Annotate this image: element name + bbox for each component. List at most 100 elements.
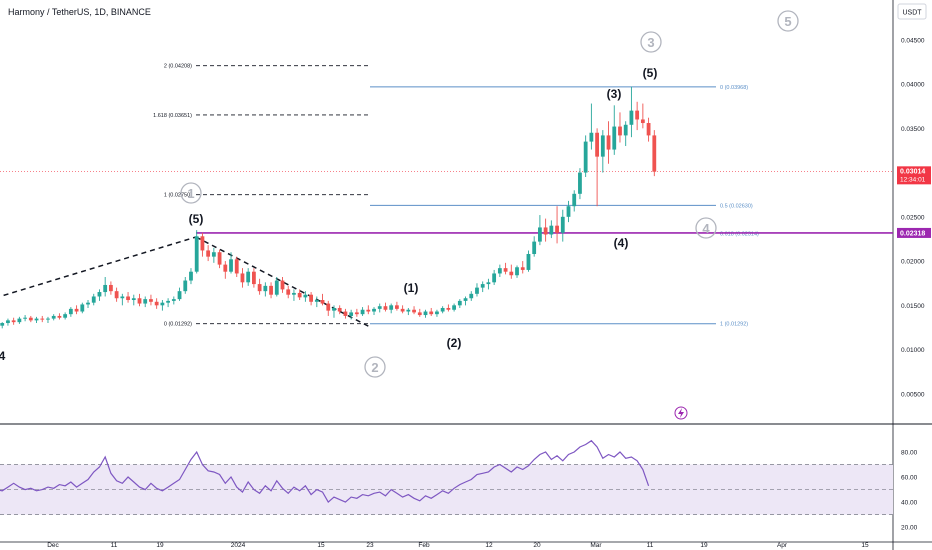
candle (297, 289, 302, 301)
candle-body (354, 312, 359, 315)
currency-button[interactable]: USDT (897, 3, 927, 20)
candle (452, 303, 456, 312)
fib-extension-label: 2 (0.04208) (164, 64, 192, 70)
wave-labels[interactable]: (5) (1) (2) (3) (5) (4) 4 1 2 3 4 5 (0, 10, 799, 420)
candle-body (17, 318, 22, 323)
candle (217, 249, 222, 269)
candle (286, 285, 291, 299)
candle (463, 296, 468, 306)
candle-body (6, 320, 10, 324)
circle-number: 2 (371, 360, 378, 375)
candle-body (509, 271, 514, 276)
candle-body (389, 305, 394, 310)
fib-retracement-label: 1 (0.01292) (720, 322, 748, 328)
wave-label: (5) (643, 66, 658, 80)
candle-body (589, 132, 594, 142)
drawing-layer[interactable]: 2 (0.04208) 1.618 (0.03651) 1 (0.02750) 0 (… (0, 64, 893, 328)
candle (206, 245, 211, 262)
candle (257, 278, 262, 295)
candle (549, 220, 554, 239)
wave-label: 4 (0, 349, 6, 363)
trend-line-1[interactable] (0, 236, 197, 298)
fib-retracement-label: 0.5 (0.02630) (720, 203, 753, 209)
candle-body (63, 314, 68, 318)
candle (269, 282, 273, 299)
candle-body (332, 307, 336, 311)
price-axis[interactable]: USDT0.045000.040000.035000.030000.025000… (897, 3, 931, 532)
trend-line-2[interactable] (195, 236, 371, 328)
candle-body (46, 318, 50, 320)
fib-retracement-label: 0 (0.03968) (720, 85, 748, 91)
candle-body (629, 110, 634, 125)
candle (326, 300, 331, 316)
candle-body (103, 284, 108, 293)
time-tick-label: 19 (700, 542, 708, 549)
candle (652, 130, 657, 177)
candle (57, 313, 62, 320)
candle (515, 265, 519, 278)
circled-wave-label[interactable]: 4 (695, 217, 717, 239)
rsi-tick-label: 60.00 (901, 475, 918, 482)
price-tick-label: 0.02500 (901, 214, 925, 221)
candle-body (154, 301, 159, 306)
candle-body (200, 236, 205, 251)
circle-number: 4 (702, 221, 710, 236)
candle (229, 252, 233, 274)
alert-lightning-icon[interactable] (674, 406, 688, 420)
icon-bolt (678, 408, 684, 418)
candle (389, 303, 394, 314)
time-tick-label: Dec (47, 542, 59, 549)
candle (114, 287, 119, 302)
chart-title: Harmony / TetherUS, 1D, BINANCE (8, 7, 151, 17)
candle (595, 128, 599, 207)
candle-body (23, 317, 27, 319)
candle (372, 307, 376, 316)
candle (526, 250, 531, 272)
candle (40, 315, 45, 323)
circled-wave-label[interactable]: 5 (777, 10, 799, 32)
candle-body (314, 300, 319, 302)
circled-wave-label[interactable]: 1 (180, 182, 202, 204)
candle-body (137, 298, 142, 304)
candle (314, 296, 319, 308)
candle-body (109, 284, 113, 292)
time-tick-label: 20 (533, 542, 541, 549)
candle (383, 302, 388, 312)
candle (292, 289, 296, 301)
candle (11, 317, 16, 325)
candle (486, 278, 491, 290)
time-tick-label: 15 (317, 542, 325, 549)
candle (429, 307, 434, 316)
candle (137, 293, 142, 307)
candle (34, 316, 39, 324)
candle (440, 306, 445, 314)
circle-outline (777, 10, 799, 32)
candle (46, 316, 50, 324)
candle (475, 283, 479, 297)
candle (640, 103, 645, 129)
price-tick-label: 0.01000 (901, 347, 925, 354)
candle-body (11, 320, 16, 323)
candle-body (252, 271, 256, 285)
circled-wave-label[interactable]: 2 (364, 356, 386, 378)
time-tick-label: 11 (647, 542, 654, 549)
candle-body (114, 291, 119, 299)
candle (578, 168, 582, 200)
candle (97, 289, 102, 301)
candle (194, 230, 199, 274)
candle-body (74, 308, 79, 312)
price-tick-label: 0.00500 (901, 391, 925, 398)
candle-body (583, 141, 588, 173)
candle-body (28, 317, 33, 321)
candle (120, 293, 125, 306)
candle (320, 293, 325, 306)
candle-body (183, 280, 188, 292)
candle (406, 307, 411, 316)
circled-wave-label[interactable]: 3 (640, 31, 662, 53)
candle (177, 287, 182, 301)
candle (600, 130, 605, 173)
candle-body (600, 135, 605, 157)
candle-body (177, 291, 182, 300)
candle-body (560, 216, 565, 233)
